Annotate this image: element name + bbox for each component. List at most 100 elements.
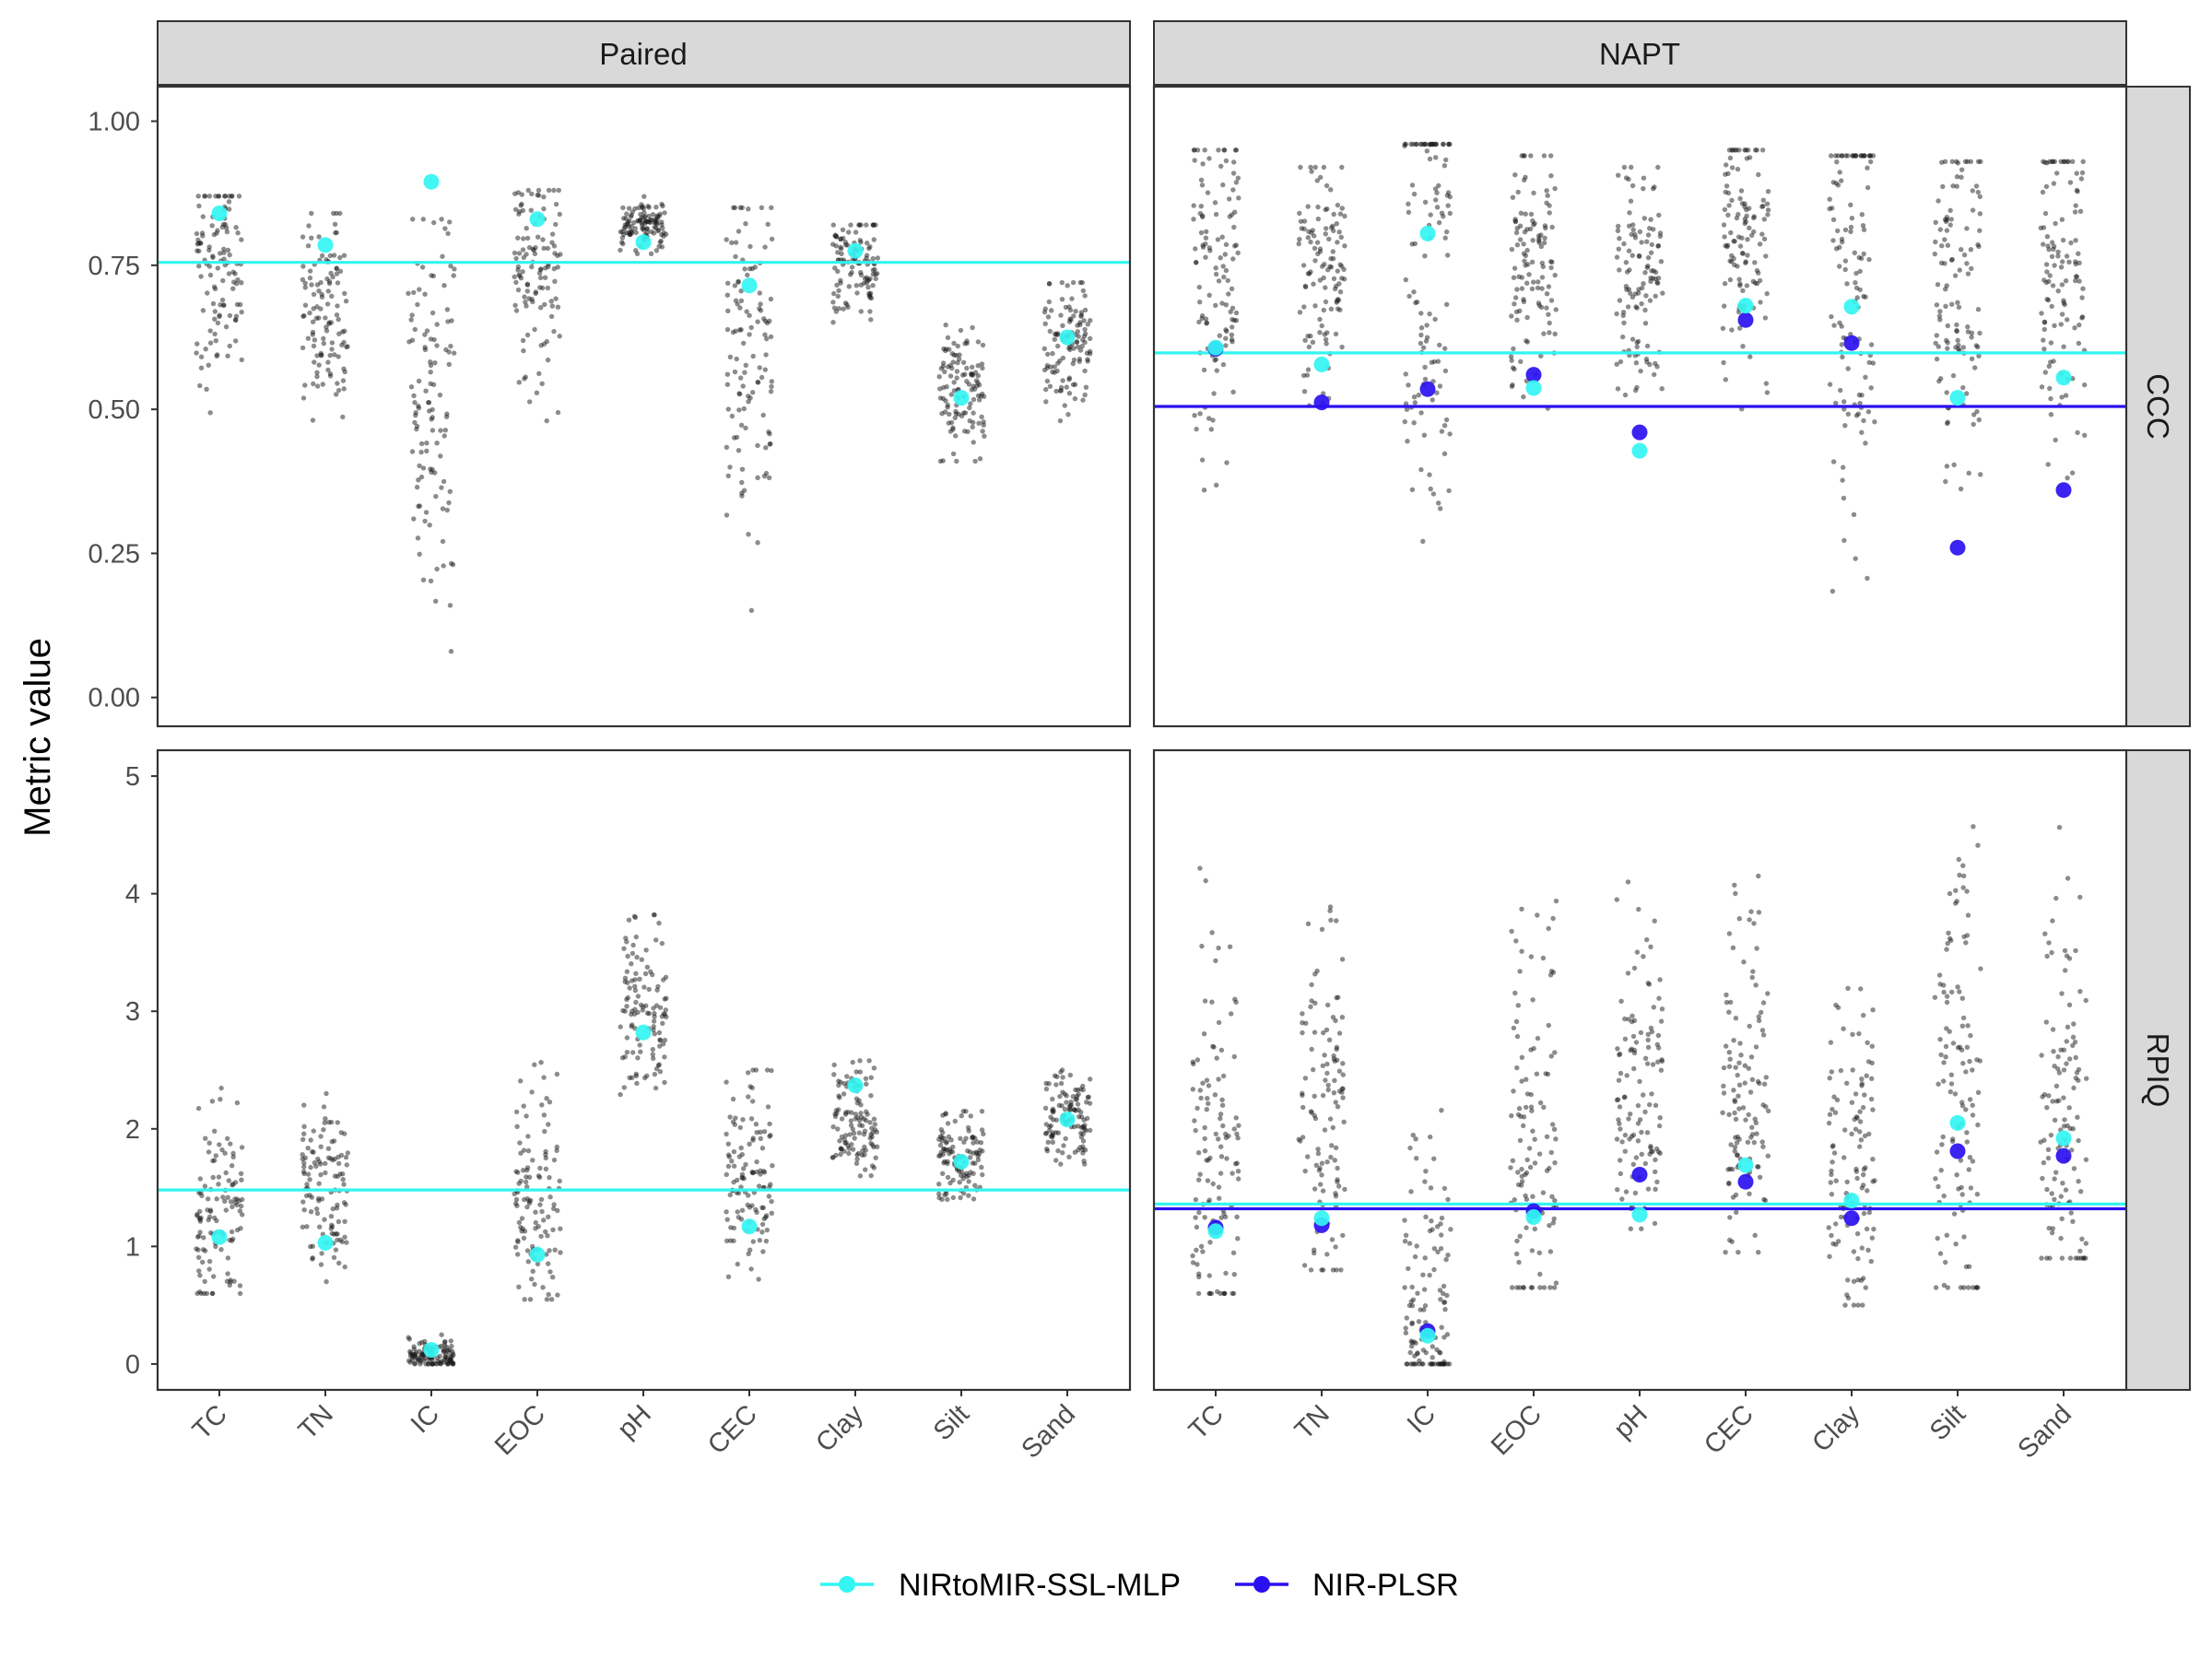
jitter-point — [551, 1202, 557, 1207]
jitter-point — [735, 301, 740, 307]
jitter-point — [1209, 930, 1215, 935]
jitter-point — [2082, 382, 2088, 388]
jitter-point — [1870, 153, 1877, 159]
jitter-point — [1630, 253, 1635, 258]
jitter-point — [1630, 1033, 1637, 1040]
jitter-point — [637, 1042, 642, 1048]
jitter-point — [1973, 183, 1980, 189]
jitter-point — [979, 361, 985, 367]
jitter-point — [409, 312, 415, 318]
jitter-point — [1941, 1193, 1947, 1199]
jitter-point — [417, 287, 422, 292]
jitter-point — [2041, 326, 2047, 333]
jitter-point — [521, 1147, 527, 1153]
jitter-point — [556, 187, 561, 194]
jitter-point — [1961, 873, 1967, 879]
jitter-point — [1509, 246, 1515, 253]
jitter-point — [234, 1100, 241, 1106]
jitter-point — [1552, 185, 1558, 192]
jitter-point — [1976, 353, 1982, 359]
jitter-point — [1411, 394, 1418, 400]
jitter-point — [1216, 1077, 1221, 1082]
jitter-point — [527, 1297, 534, 1302]
jitter-point — [2043, 1019, 2049, 1025]
jitter-point — [1305, 921, 1312, 926]
jitter-point — [1305, 333, 1311, 339]
jitter-point — [1324, 341, 1329, 347]
jitter-point — [971, 1140, 976, 1146]
jitter-point — [1970, 207, 1976, 213]
jitter-point — [430, 273, 436, 279]
jitter-point — [1740, 288, 1746, 293]
jitter-point — [1337, 289, 1344, 295]
marker-ssl-tn — [1313, 1210, 1330, 1227]
jitter-point — [2039, 1053, 2044, 1058]
jitter-point — [1341, 276, 1347, 282]
jitter-point — [750, 1099, 756, 1104]
jitter-point — [841, 306, 846, 312]
jitter-point — [738, 1145, 744, 1151]
marker-ssl-silt — [1949, 1114, 1966, 1131]
jitter-point — [1221, 274, 1227, 280]
panel-background — [1154, 750, 2126, 1390]
jitter-point — [1052, 370, 1057, 375]
jitter-point — [1082, 1161, 1088, 1167]
jitter-point — [1545, 193, 1550, 198]
jitter-point — [1870, 1007, 1876, 1013]
jitter-point — [1326, 236, 1332, 242]
jitter-point — [1863, 1165, 1868, 1171]
jitter-point — [1765, 207, 1771, 213]
jitter-point — [835, 250, 841, 255]
jitter-point — [831, 1072, 837, 1077]
jitter-point — [1856, 254, 1862, 261]
jitter-point — [1865, 184, 1871, 191]
jitter-point — [411, 1344, 417, 1349]
jitter-point — [979, 414, 984, 419]
jitter-point — [318, 1144, 324, 1149]
jitter-point — [2064, 253, 2070, 259]
jitter-point — [1659, 1006, 1665, 1012]
jitter-point — [629, 961, 634, 967]
jitter-point — [1954, 1172, 1959, 1178]
jitter-point — [1194, 1247, 1199, 1253]
jitter-point — [1850, 153, 1856, 159]
jitter-point — [552, 1247, 558, 1253]
jitter-point — [1959, 1192, 1965, 1197]
legend-item-plsr: NIR-PLSR — [1235, 1568, 1459, 1603]
jitter-point — [302, 302, 309, 308]
jitter-point — [737, 305, 743, 311]
jitter-point — [1315, 216, 1322, 222]
jitter-point — [1626, 1116, 1631, 1122]
jitter-point — [1737, 1041, 1743, 1046]
jitter-point — [970, 324, 975, 331]
jitter-point — [323, 1170, 328, 1176]
jitter-point — [1755, 1164, 1760, 1170]
jitter-point — [1053, 388, 1059, 394]
jitter-point — [424, 328, 430, 334]
jitter-point — [1339, 164, 1345, 171]
jitter-point — [739, 1171, 746, 1178]
jitter-point — [1082, 326, 1088, 333]
jitter-point — [2042, 159, 2048, 165]
jitter-point — [1546, 284, 1552, 289]
jitter-point — [1050, 1096, 1055, 1102]
jitter-point — [769, 379, 774, 384]
jitter-point — [1976, 417, 1982, 423]
jitter-point — [724, 382, 731, 387]
jitter-point — [629, 1011, 634, 1018]
jitter-point — [974, 1139, 981, 1145]
jitter-point — [1829, 1192, 1835, 1197]
jitter-point — [1206, 156, 1212, 161]
jitter-point — [1052, 336, 1058, 342]
jitter-point — [2075, 1114, 2080, 1120]
jitter-point — [1224, 1156, 1230, 1161]
jitter-point — [1305, 204, 1311, 209]
jitter-point — [1323, 231, 1329, 237]
jitter-point — [1855, 1255, 1861, 1262]
jitter-point — [1335, 202, 1341, 208]
jitter-point — [1857, 400, 1863, 406]
jitter-point — [631, 219, 637, 226]
jitter-point — [527, 399, 533, 405]
jitter-point — [200, 233, 206, 239]
